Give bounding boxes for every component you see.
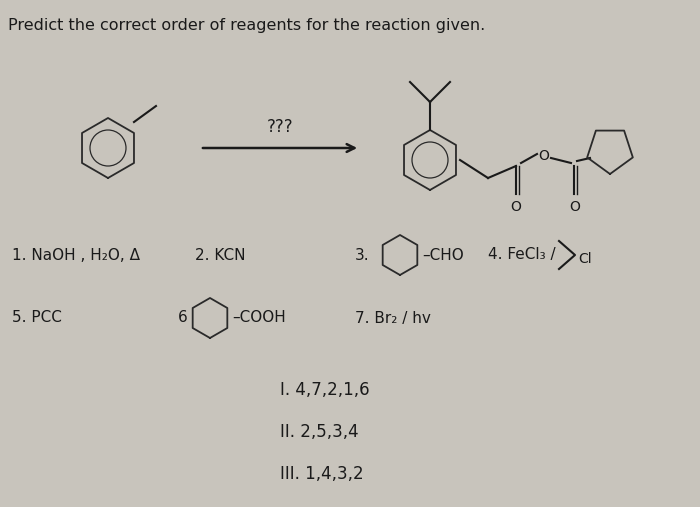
Text: O: O	[570, 200, 580, 214]
Text: 6: 6	[178, 310, 188, 325]
Text: 7. Br₂ / hv: 7. Br₂ / hv	[355, 310, 431, 325]
Text: II. 2,5,3,4: II. 2,5,3,4	[280, 423, 358, 441]
Text: 4. FeCl₃ /: 4. FeCl₃ /	[488, 247, 556, 263]
Text: O: O	[510, 200, 522, 214]
Text: 1. NaOH , H₂O, Δ: 1. NaOH , H₂O, Δ	[12, 247, 140, 263]
Text: Cl: Cl	[578, 252, 592, 266]
Text: I. 4,7,2,1,6: I. 4,7,2,1,6	[280, 381, 370, 399]
Text: –CHO: –CHO	[422, 247, 463, 263]
Text: 3.: 3.	[355, 247, 370, 263]
Text: 2. KCN: 2. KCN	[195, 247, 246, 263]
Text: ???: ???	[267, 118, 293, 136]
Text: III. 1,4,3,2: III. 1,4,3,2	[280, 465, 363, 483]
Text: –COOH: –COOH	[232, 310, 286, 325]
Text: 5. PCC: 5. PCC	[12, 310, 62, 325]
Text: O: O	[538, 149, 550, 163]
Text: Predict the correct order of reagents for the reaction given.: Predict the correct order of reagents fo…	[8, 18, 485, 33]
